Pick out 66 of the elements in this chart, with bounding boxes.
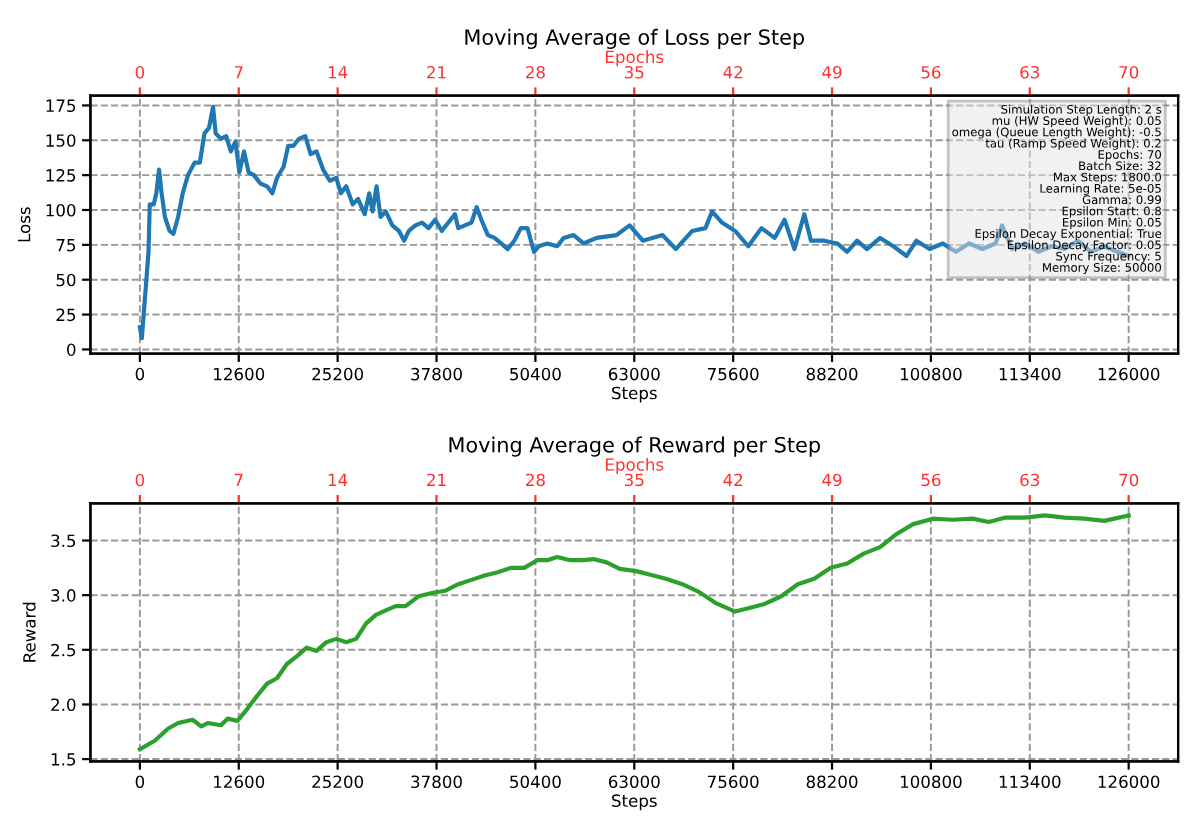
x2-tick-label: 70 (1119, 473, 1139, 487)
x2-tick-label: 63 (1020, 473, 1040, 487)
x-tick-label: 0 (135, 367, 145, 381)
y-tick-label: 100 (46, 203, 76, 217)
x-tick-label: 75600 (708, 367, 759, 381)
y-tick-label: 50 (56, 273, 76, 287)
x-tick-label: 37800 (411, 775, 462, 789)
x2-tick-label: 56 (921, 473, 941, 487)
x-tick-label: 50400 (510, 367, 561, 381)
y-axis-title: Reward (22, 602, 36, 662)
x2-tick-label: 14 (328, 66, 348, 79)
x-tick-label: 113400 (999, 775, 1061, 789)
x-tick-label: 12600 (214, 367, 265, 381)
x-tick-label: 63000 (608, 367, 660, 381)
x2-tick-label: 21 (427, 473, 446, 487)
y-tick-label: 75 (56, 239, 76, 252)
x2-tick-label: 21 (427, 65, 446, 79)
x-tick-label: 12600 (214, 775, 265, 789)
x2-tick-label: 35 (624, 473, 644, 487)
x-axis-title: Steps (612, 794, 657, 811)
x-tick-label: 63000 (608, 775, 660, 789)
x-tick-label: 25200 (312, 367, 364, 381)
x2-tick-label: 0 (135, 65, 145, 79)
x-tick-label: 50400 (510, 775, 561, 789)
x-tick-label: 88200 (806, 367, 858, 381)
x-axis-title: Steps (612, 386, 657, 403)
y-tick-label: 3.0 (51, 589, 76, 602)
x2-tick-label: 56 (921, 65, 941, 79)
x2-tick-label: 42 (723, 473, 743, 487)
y-tick-label: 2.5 (51, 643, 76, 657)
x2-tick-label: 14 (328, 473, 348, 487)
y-tick-label: 25 (56, 308, 76, 322)
x-tick-label: 25200 (312, 775, 364, 789)
x2-tick-label: 42 (723, 65, 743, 79)
x2-tick-label: 49 (822, 65, 842, 79)
x2-tick-label: 70 (1119, 65, 1139, 79)
x-tick-label: 37800 (411, 367, 462, 381)
x-tick-label: 113400 (999, 367, 1061, 381)
x2-tick-label: 28 (526, 65, 545, 79)
x2-tick-label: 35 (624, 65, 644, 79)
x2-tick-label: 28 (526, 473, 545, 487)
y-tick-label: 1.5 (51, 753, 76, 766)
x2-axis-title: Epochs (606, 50, 664, 67)
chart-title: Moving Average of Reward per Step (449, 436, 820, 457)
x2-tick-label: 7 (234, 66, 243, 79)
y-tick-label: 150 (46, 134, 76, 147)
line-series (137, 513, 1131, 752)
x2-tick-label: 49 (822, 473, 842, 487)
chart-title: Moving Average of Loss per Step (465, 28, 804, 49)
x-tick-label: 126000 (1098, 775, 1160, 789)
y-tick-label: 3.5 (51, 534, 76, 548)
x-tick-label: 0 (135, 775, 145, 789)
y-tick-label: 2.0 (51, 698, 76, 712)
x-tick-label: 75600 (708, 775, 759, 789)
x-tick-label: 100800 (900, 367, 962, 381)
x2-tick-label: 63 (1020, 65, 1040, 79)
y-tick-label: 175 (46, 99, 76, 113)
y-tick-label: 0 (67, 343, 76, 356)
x-tick-label: 100800 (900, 775, 962, 789)
x-tick-label: 88200 (806, 775, 858, 789)
x2-tick-label: 7 (234, 473, 243, 487)
x2-tick-label: 0 (135, 473, 145, 487)
x2-axis-title: Epochs (606, 457, 664, 475)
y-tick-label: 125 (46, 169, 76, 182)
x-tick-label: 126000 (1098, 367, 1160, 381)
y-axis-title: Loss (18, 207, 31, 242)
